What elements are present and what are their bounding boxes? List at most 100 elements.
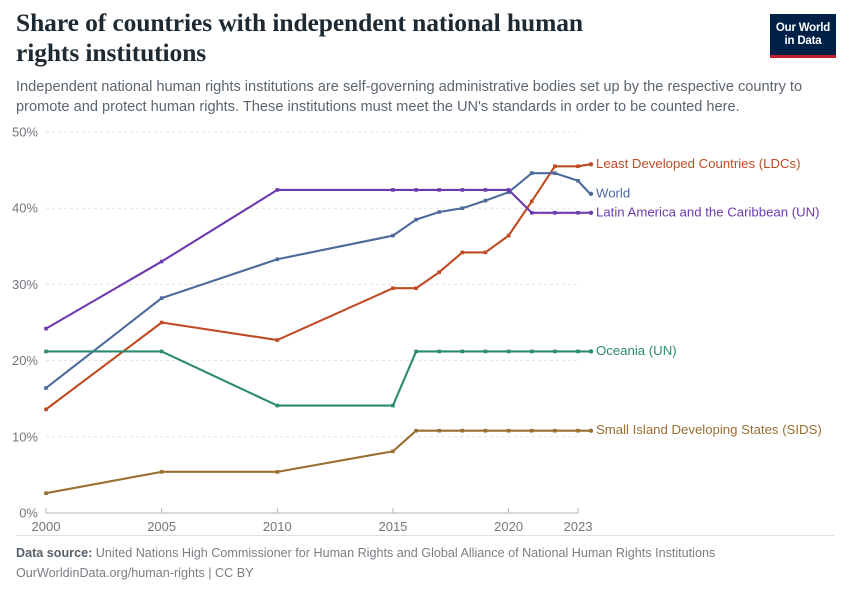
x-tick-label: 2005 [147,519,176,534]
data-point[interactable] [44,491,48,495]
legend-label[interactable]: Latin America and the Caribbean (UN) [596,204,820,219]
data-point[interactable] [576,164,580,169]
data-point[interactable] [483,428,488,433]
data-point[interactable] [391,403,395,408]
data-point[interactable] [529,349,534,354]
chart-legend[interactable]: Least Developed Countries (LDCs) World Lat… [577,156,822,437]
legend-label[interactable]: Small Island Developing States (SIDS) [596,422,822,437]
x-tick-label: 2015 [378,519,407,534]
data-point[interactable] [159,349,164,354]
series-group[interactable] [44,164,580,495]
data-point[interactable] [506,188,511,192]
data-point[interactable] [275,257,280,262]
data-point[interactable] [576,178,580,183]
data-point[interactable] [483,349,488,354]
data-point[interactable] [414,217,418,222]
data-point[interactable] [437,188,442,192]
series-line[interactable] [44,172,580,390]
x-tick-label: 2010 [263,519,292,534]
data-point[interactable] [414,428,418,433]
data-point[interactable] [529,210,534,215]
data-point[interactable] [391,449,395,454]
legend-label[interactable]: Least Developed Countries (LDCs) [596,156,801,171]
chart-plot-area[interactable]: Least Developed Countries (LDCs) World Lat… [0,118,850,538]
x-tick-label: 2020 [494,519,523,534]
legend-connector [577,180,591,195]
legend-label[interactable]: Oceania (UN) [596,343,677,358]
data-point[interactable] [44,349,48,354]
data-point[interactable] [275,403,280,408]
logo-line-2: in Data [784,34,822,47]
data-point[interactable] [460,206,465,210]
data-point[interactable] [483,188,488,192]
data-point[interactable] [159,470,164,474]
y-tick-label: 0% [19,506,38,521]
data-point[interactable] [506,428,511,433]
data-point[interactable] [44,386,48,390]
chart-footer: Data source: United Nations High Commiss… [16,535,834,584]
license-label[interactable]: CC BY [215,566,254,581]
data-point[interactable] [460,428,465,433]
data-point[interactable] [460,349,465,354]
data-point[interactable] [437,210,442,214]
data-point[interactable] [391,188,395,192]
x-tick-label: 2023 [564,519,593,534]
data-point[interactable] [529,199,534,204]
data-point[interactable] [391,286,395,291]
page-title: Share of countries with independent nati… [16,8,583,68]
data-point[interactable] [483,250,488,255]
footer-link-line: OurWorldinData.org/human-rights | CC BY [16,564,834,584]
x-axis-tick-labels: 2000 2005 2010 2015 2020 2023 [32,519,593,534]
data-point[interactable] [553,428,557,433]
data-point[interactable] [414,349,418,354]
legend-marker [588,349,594,354]
data-point[interactable] [275,338,280,342]
series-line[interactable] [44,429,580,495]
data-point[interactable] [44,407,48,412]
data-point[interactable] [460,188,465,192]
owid-url-link[interactable]: OurWorldinData.org/human-rights [16,566,205,581]
data-point[interactable] [506,233,511,238]
data-point[interactable] [460,250,465,255]
data-point[interactable] [44,326,48,331]
data-point[interactable] [506,349,511,354]
data-point[interactable] [414,286,418,291]
data-point[interactable] [159,259,164,264]
data-point[interactable] [506,190,511,194]
axis-group [45,508,579,514]
gridlines-group [46,131,578,438]
data-point[interactable] [437,349,442,354]
data-point[interactable] [275,188,280,192]
footer-divider [16,535,834,537]
data-point[interactable] [553,171,557,175]
data-point[interactable] [159,320,164,325]
data-point[interactable] [553,349,557,354]
legend-marker [588,428,594,433]
data-point[interactable] [414,188,418,192]
series-line[interactable] [44,188,580,330]
legend-label[interactable]: World [596,185,630,200]
series-line[interactable] [44,350,580,407]
data-point[interactable] [553,210,557,215]
data-point[interactable] [159,296,164,300]
data-point[interactable] [483,198,488,203]
legend-marker [588,191,594,196]
chart-subtitle: Independent national human rights instit… [16,79,803,116]
line-chart-svg[interactable]: Least Developed Countries (LDCs) World Lat… [0,118,850,538]
our-world-in-data-logo[interactable]: Our World in Data [770,14,836,58]
data-source-line: Data source: United Nations High Commiss… [16,544,834,564]
data-point[interactable] [437,428,442,433]
logo-line-1: Our World [775,22,831,35]
series-line[interactable] [44,165,580,411]
data-point[interactable] [529,171,534,175]
data-point[interactable] [275,470,280,474]
x-tick-label: 2000 [32,519,61,534]
chart-header: Share of countries with independent nati… [16,8,802,117]
y-tick-label: 50% [12,125,38,140]
data-point[interactable] [437,270,442,275]
data-source-text: United Nations High Commissioner for Hum… [95,546,716,561]
data-point[interactable] [391,233,395,238]
data-source-label: Data source: [16,546,93,561]
data-point[interactable] [553,164,557,169]
data-point[interactable] [529,428,534,433]
